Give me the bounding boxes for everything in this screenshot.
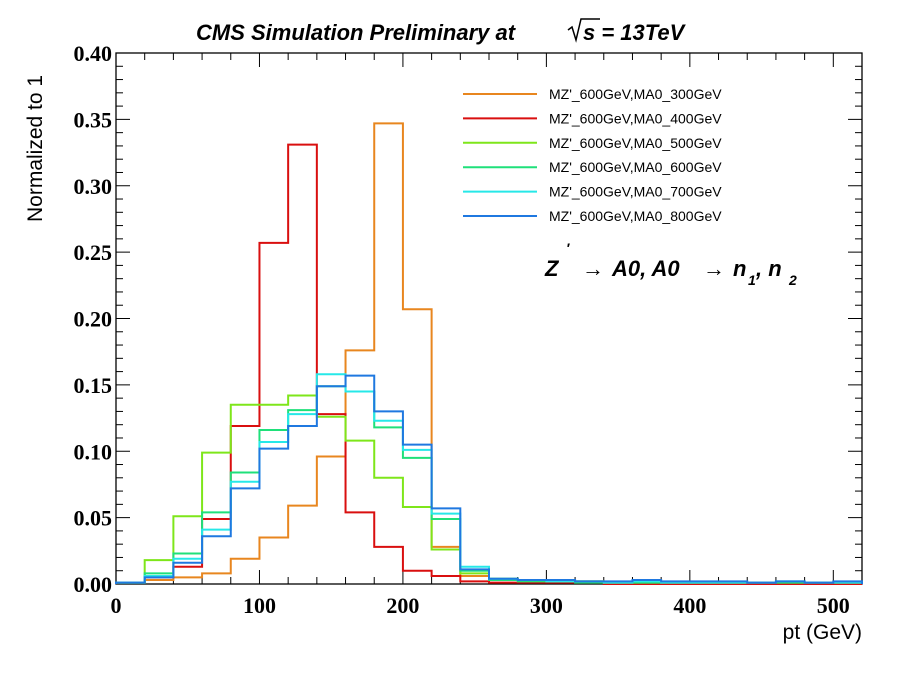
annotation-sub-1: 1 (748, 272, 756, 288)
annotation-a0-pair: A0, A0 (611, 256, 680, 281)
legend-label: MZ'_600GeV,MA0_300GeV (549, 86, 722, 102)
annotation-prime: ′ (566, 240, 570, 256)
sqrt-symbol (567, 18, 600, 43)
y-tick-label: 0.10 (74, 439, 113, 464)
legend: MZ'_600GeV,MA0_300GeV MZ'_600GeV,MA0_400G… (463, 86, 722, 224)
x-tick-label: 0 (111, 593, 122, 618)
y-axis-label: Normalized to 1 (24, 75, 47, 222)
annotation-z: Z (544, 256, 560, 281)
chart-title-energy: s = 13TeV (583, 20, 687, 45)
y-tick-label: 0.05 (74, 506, 113, 531)
histogram-series-line (115, 143, 862, 585)
annotation-sub-2: 2 (788, 272, 797, 288)
annotation-n2: , n (755, 256, 782, 281)
y-tick-label: 0.25 (74, 240, 113, 265)
histogram-series (115, 122, 863, 585)
process-annotation: Z ′ → A0, A0 → n 1 , n 2 (544, 240, 797, 288)
x-tick-label: 500 (817, 593, 850, 618)
legend-label: MZ'_600GeV,MA0_500GeV (549, 135, 722, 151)
axis-ticks (115, 52, 863, 585)
y-tick-label: 0.20 (74, 307, 113, 332)
legend-label: MZ'_600GeV,MA0_400GeV (549, 110, 722, 126)
annotation-arrow-1: → (582, 256, 604, 281)
legend-label: MZ'_600GeV,MA0_800GeV (549, 208, 722, 224)
x-tick-labels: 0 100 200 300 400 500 (111, 593, 850, 618)
legend-label: MZ'_600GeV,MA0_600GeV (549, 159, 722, 175)
chart-title: CMS Simulation Preliminary at (196, 20, 517, 45)
histogram-series-line (115, 385, 863, 584)
y-tick-label: 0.30 (74, 174, 113, 199)
annotation-arrow-2: → (703, 256, 725, 281)
y-tick-label: 0.40 (74, 41, 113, 66)
x-axis-label: pt (GeV) (783, 621, 862, 644)
y-tick-label: 0.35 (74, 107, 113, 132)
annotation-n: n (733, 256, 746, 281)
plot-frame (115, 52, 863, 585)
x-tick-label: 300 (530, 593, 563, 618)
y-tick-label: 0.15 (74, 373, 113, 398)
histogram-series-line (115, 374, 863, 584)
y-tick-label: 0.00 (74, 572, 113, 597)
legend-label: MZ'_600GeV,MA0_700GeV (549, 184, 722, 200)
y-tick-labels: 0.00 0.05 0.10 0.15 0.20 0.25 0.30 0.35 0.40 (74, 41, 113, 597)
histogram-series-line (115, 373, 863, 584)
histogram-series-line (115, 394, 863, 584)
x-tick-label: 100 (243, 593, 276, 618)
x-tick-label: 400 (673, 593, 706, 618)
x-tick-label: 200 (386, 593, 419, 618)
